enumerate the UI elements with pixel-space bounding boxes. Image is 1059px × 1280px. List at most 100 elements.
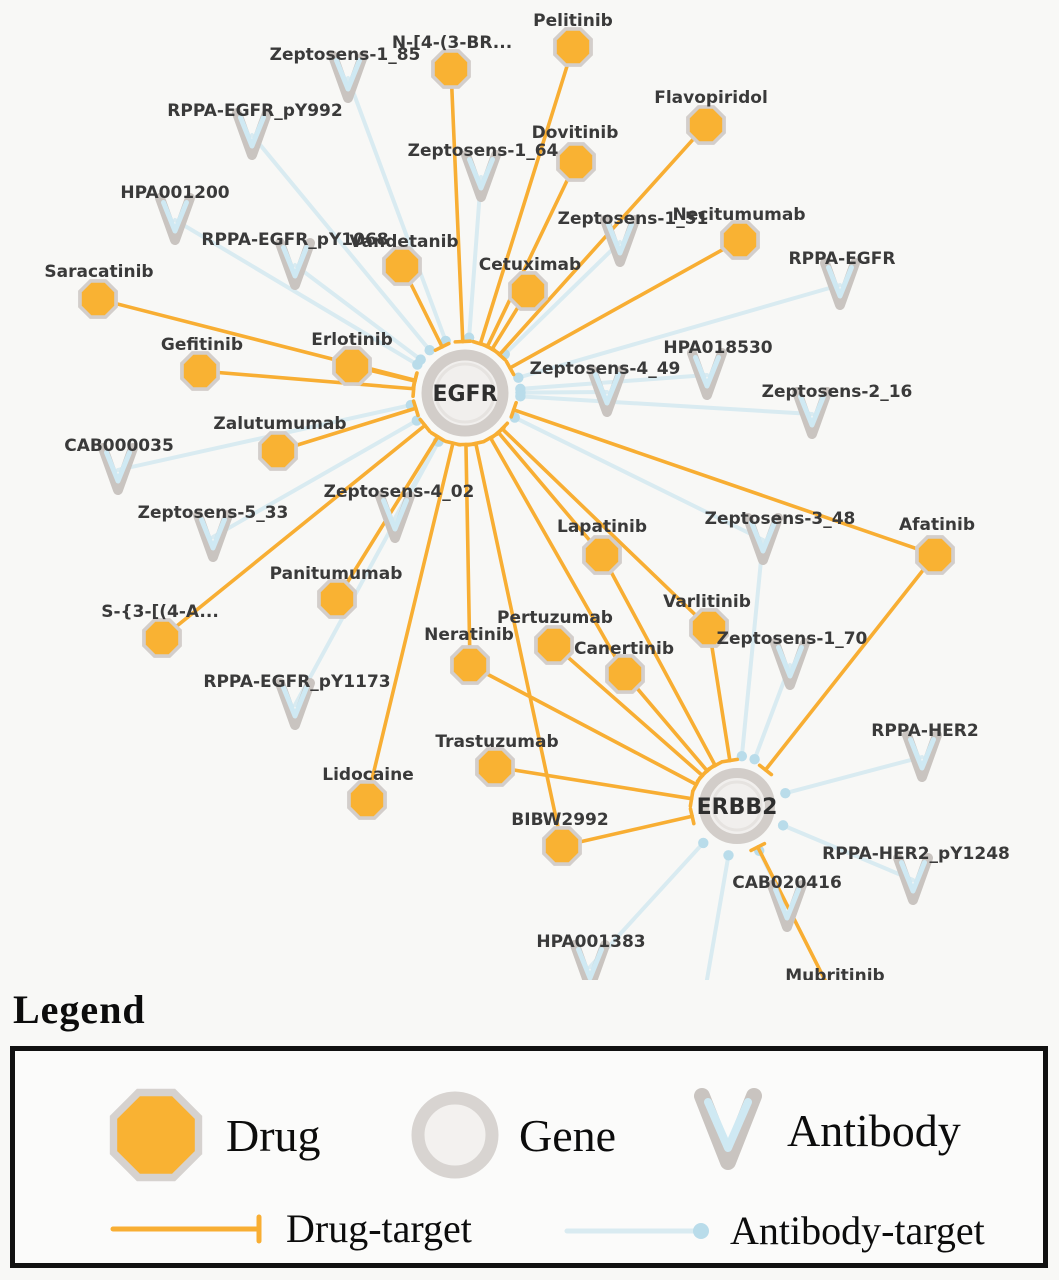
drug-node[interactable] bbox=[542, 826, 582, 866]
drug-target-inhibition-bar bbox=[482, 432, 499, 444]
drug-target-inhibition-bar bbox=[509, 400, 518, 419]
drug-target-edge bbox=[508, 238, 742, 370]
drug-node[interactable] bbox=[180, 351, 220, 391]
antibody-target-edge bbox=[293, 439, 441, 707]
antibody-target-endpoint-dot bbox=[515, 383, 526, 395]
antibody-node[interactable] bbox=[193, 510, 233, 562]
antibody-node[interactable] bbox=[687, 348, 727, 400]
antibody-target-edge bbox=[346, 76, 448, 343]
antibody-node[interactable] bbox=[275, 678, 315, 730]
drug-target-inhibition-bar bbox=[483, 343, 501, 355]
drug-node[interactable] bbox=[556, 142, 596, 182]
legend-box: Drug Gene Antibody Drug-target Antibody-… bbox=[10, 1046, 1048, 1268]
antibody-node[interactable] bbox=[375, 491, 415, 543]
antibody-target-endpoint-dot bbox=[723, 850, 734, 861]
legend-item-antibody-target: Antibody-target bbox=[561, 1207, 985, 1254]
antibody-node[interactable] bbox=[902, 730, 942, 782]
gene-node-EGFR[interactable]: EGFR bbox=[421, 349, 509, 437]
gene-circle-icon bbox=[411, 1091, 499, 1179]
drug-node[interactable] bbox=[450, 645, 490, 685]
node-label: CAB020416 bbox=[732, 873, 842, 893]
drug-target-inhibition-bar bbox=[433, 341, 451, 352]
node-label: HPA018530 bbox=[663, 338, 772, 358]
drug-target-edge bbox=[560, 814, 694, 848]
node-label: Lidocaine bbox=[322, 765, 414, 785]
drug-node[interactable] bbox=[78, 279, 118, 319]
drug-node[interactable] bbox=[382, 246, 422, 286]
antibody-node[interactable] bbox=[232, 108, 272, 160]
antibody-target-edge bbox=[512, 415, 765, 542]
node-label: HPA001200 bbox=[120, 183, 229, 203]
drug-target-edge bbox=[449, 67, 465, 344]
legend-drug-target-label: Drug-target bbox=[286, 1206, 472, 1251]
node-label: RPPA-HER2_pY1248 bbox=[822, 844, 1010, 864]
antibody-target-edges bbox=[116, 76, 924, 980]
antibody-node[interactable] bbox=[600, 215, 640, 267]
antibody-target-endpoint-dot bbox=[415, 354, 426, 365]
antibody-target-edge bbox=[250, 133, 432, 353]
antibody-target-endpoint-dot bbox=[515, 391, 526, 402]
drug-node[interactable] bbox=[686, 105, 726, 145]
antibody-node[interactable] bbox=[98, 443, 138, 495]
antibody-target-edge bbox=[704, 853, 731, 980]
antibody-node[interactable] bbox=[743, 513, 783, 565]
antibody-node[interactable] bbox=[461, 150, 501, 202]
antibody-node[interactable] bbox=[275, 238, 315, 290]
drug-node[interactable] bbox=[553, 27, 593, 67]
node-label: Erlotinib bbox=[311, 330, 393, 350]
drug-target-inhibition-bar bbox=[466, 439, 485, 447]
drug-node[interactable] bbox=[347, 780, 387, 820]
drug-target-edge bbox=[468, 663, 699, 787]
antibody-target-edge bbox=[781, 823, 915, 882]
antibody-node[interactable] bbox=[587, 365, 627, 417]
node-label: Zeptosens-5_33 bbox=[138, 503, 289, 523]
drug-node[interactable] bbox=[475, 747, 515, 787]
node-label: HPA001383 bbox=[536, 932, 645, 952]
antibody-node[interactable] bbox=[328, 51, 368, 103]
drug-target-inhibition-bar bbox=[411, 371, 419, 391]
antibody-node[interactable] bbox=[770, 638, 810, 690]
antibody-node[interactable] bbox=[820, 258, 860, 310]
drug-node[interactable] bbox=[317, 579, 357, 619]
antibody-node[interactable] bbox=[767, 880, 807, 932]
drug-target-inhibition-bar bbox=[749, 841, 767, 853]
node-label: Afatinib bbox=[899, 515, 975, 535]
drug-node[interactable] bbox=[508, 271, 548, 311]
drug-node[interactable] bbox=[534, 625, 574, 665]
antibody-target-endpoint-dot bbox=[736, 751, 748, 762]
node-label: Canertinib bbox=[574, 639, 674, 659]
drug-node[interactable] bbox=[431, 49, 471, 89]
antibody-target-edge bbox=[173, 218, 420, 367]
drug-node[interactable] bbox=[582, 535, 622, 575]
node-label: Saracatinib bbox=[44, 262, 153, 282]
drug-target-edge bbox=[198, 369, 416, 391]
antibody-target-endpoint-dot bbox=[777, 820, 789, 831]
legend-item-drug-target: Drug-target bbox=[107, 1205, 472, 1252]
drug-node[interactable] bbox=[915, 535, 955, 575]
drug-node[interactable] bbox=[605, 654, 645, 694]
node-label: RPPA-EGFR_pY1173 bbox=[203, 672, 390, 692]
antibody-target-edge bbox=[211, 418, 419, 539]
drug-node[interactable] bbox=[332, 346, 372, 386]
antibody-node[interactable] bbox=[155, 193, 195, 245]
drug-node[interactable] bbox=[258, 431, 298, 471]
drug-target-edge bbox=[763, 553, 937, 772]
drug-target-edge bbox=[707, 626, 732, 763]
drug-node[interactable] bbox=[720, 220, 760, 260]
node-label: N-[4-(3-BR... bbox=[392, 33, 512, 53]
antibody-node[interactable] bbox=[792, 387, 832, 439]
antibody-node[interactable] bbox=[893, 853, 933, 905]
node-label: RPPA-EGFR bbox=[789, 249, 896, 269]
node-labels: Pelitinib N-[4-(3-BR... Dovitinib Flavopiri… bbox=[44, 11, 1009, 980]
antibody-node[interactable] bbox=[570, 940, 610, 980]
drug-node[interactable] bbox=[142, 618, 182, 658]
drug-target-edge bbox=[464, 442, 472, 667]
drug-target-edge bbox=[365, 441, 455, 802]
gene-node-ERBB2[interactable]: ERBB2 bbox=[697, 768, 778, 844]
drug-target-edges bbox=[96, 45, 937, 980]
antibody-target-endpoint-dot bbox=[749, 753, 760, 765]
drug-target-edge bbox=[497, 123, 708, 357]
drug-target-edge bbox=[473, 441, 564, 848]
drug-node[interactable] bbox=[689, 608, 729, 648]
drug-target-edge bbox=[478, 45, 575, 346]
